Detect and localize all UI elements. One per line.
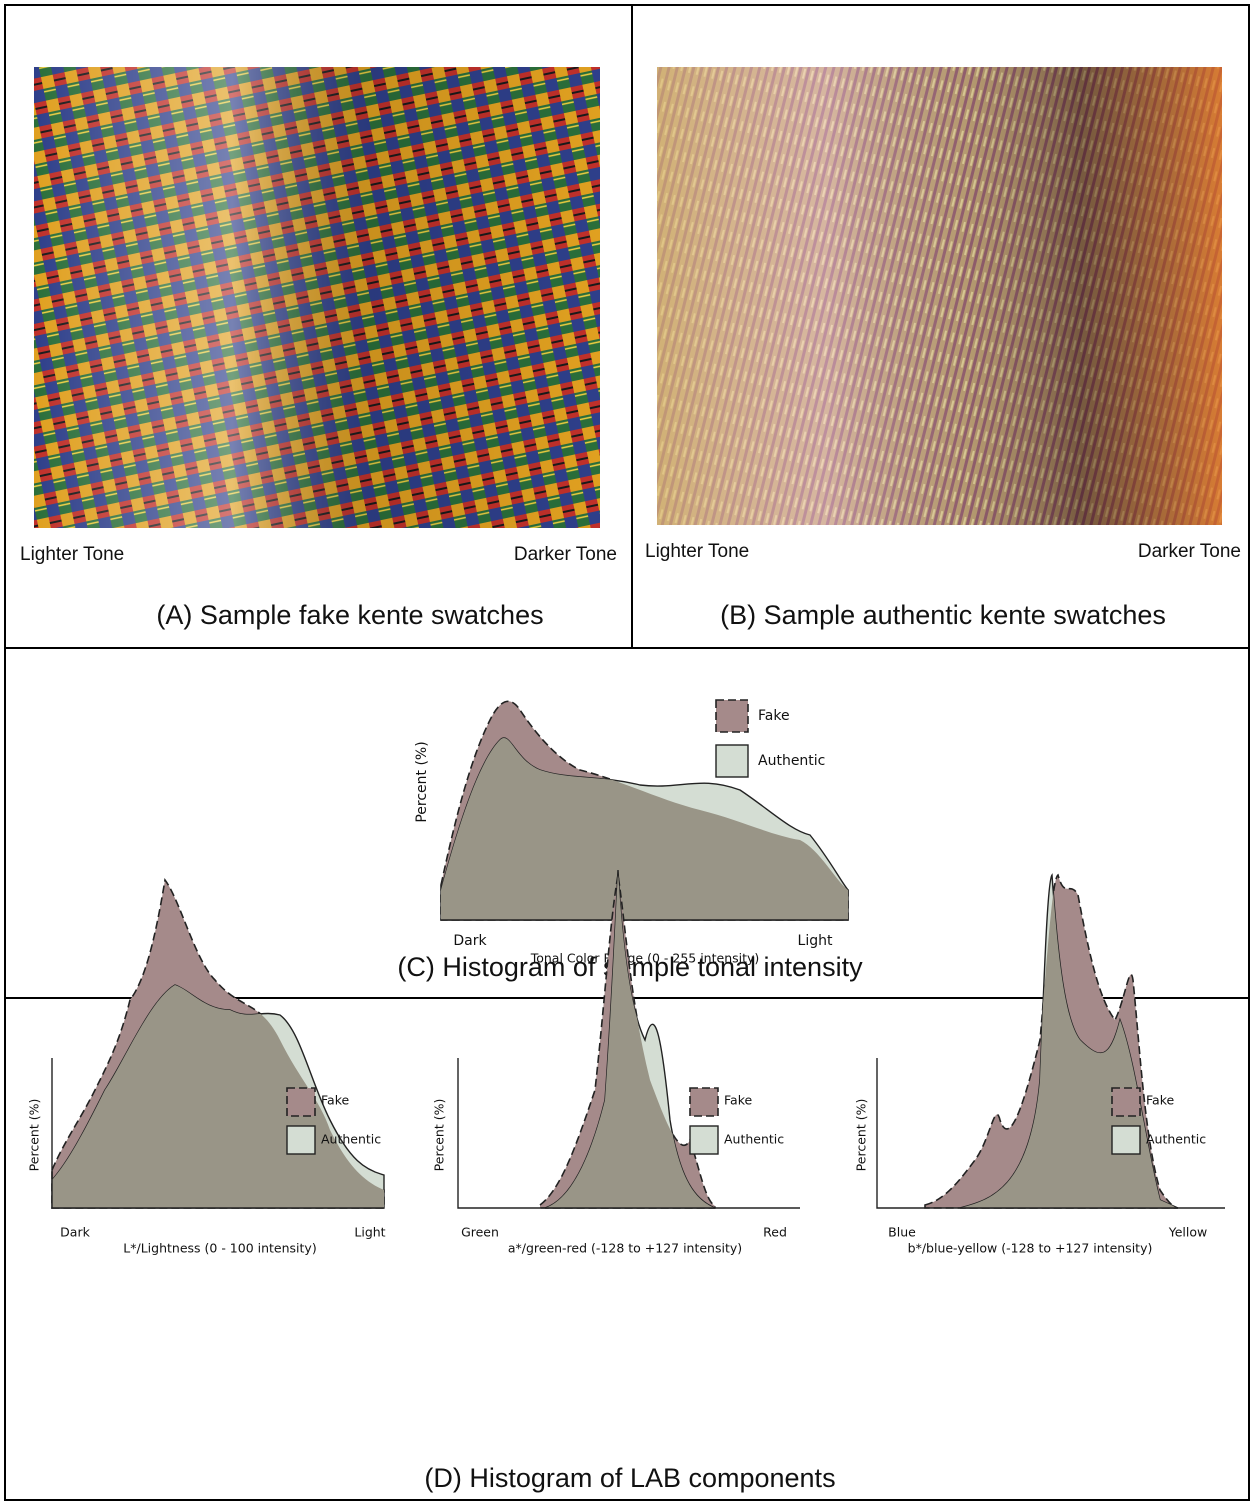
legend-label: Authentic — [321, 1132, 381, 1147]
legend-label: Fake — [758, 708, 790, 724]
legend-swatch — [286, 1125, 316, 1155]
y-label: Percent (%) — [854, 1099, 869, 1172]
legend-swatch — [689, 1125, 719, 1155]
x-label: L*/Lightness (0 - 100 intensity) — [123, 1241, 316, 1256]
histogram: Fake Authentic Percent (%) Dark Light L*… — [27, 878, 386, 1256]
caption: (B) Sample authentic kente swatches — [720, 600, 1166, 630]
axes — [51, 1058, 384, 1209]
x-label: Tonal Color Range (0 - 255 intensity) — [530, 951, 760, 966]
legend-label: Fake — [724, 1093, 752, 1108]
x-end-label: Dark — [453, 933, 487, 949]
tone-label: Darker Tone — [1138, 541, 1241, 562]
legend-swatch — [715, 699, 749, 733]
caption: (D) Histogram of LAB components — [424, 1463, 835, 1493]
x-end-label: Green — [461, 1225, 499, 1240]
histogram: Fake Authentic Percent (%) Green Red a*/… — [432, 869, 800, 1256]
x-end-label: Red — [763, 1225, 787, 1240]
legend-label: Fake — [321, 1093, 349, 1108]
tone-label: Lighter Tone — [645, 541, 749, 562]
legend-swatch — [715, 744, 749, 778]
x-label: a*/green-red (-128 to +127 intensity) — [508, 1241, 742, 1256]
y-label: Percent (%) — [414, 741, 430, 822]
axes — [457, 1058, 800, 1209]
overlap — [960, 875, 1178, 1208]
x-end-label: Blue — [888, 1225, 916, 1240]
legend-label: Authentic — [758, 753, 825, 769]
swatch-shading — [657, 67, 1222, 525]
histogram: Fake Authentic Percent (%) Dark Light To… — [414, 699, 849, 966]
x-end-label: Dark — [60, 1225, 90, 1240]
legend-label: Authentic — [1146, 1132, 1206, 1147]
x-label: b*/blue-yellow (-128 to +127 intensity) — [908, 1241, 1153, 1256]
overlap — [52, 985, 384, 1208]
axes — [876, 1058, 1225, 1209]
legend-swatch — [689, 1087, 719, 1117]
legend-swatch — [1111, 1087, 1141, 1117]
legend-swatch — [1111, 1125, 1141, 1155]
legend-label: Fake — [1146, 1093, 1174, 1108]
caption: (A) Sample fake kente swatches — [156, 600, 543, 630]
swatch-shading — [34, 67, 600, 528]
y-label: Percent (%) — [27, 1099, 42, 1172]
histogram: Fake Authentic Percent (%) Blue Yellow b… — [854, 873, 1225, 1256]
tone-label: Darker Tone — [514, 544, 617, 565]
x-end-label: Yellow — [1168, 1225, 1207, 1240]
y-label: Percent (%) — [432, 1099, 447, 1172]
x-end-label: Light — [798, 933, 833, 949]
frame — [4, 4, 1250, 1501]
legend-swatch — [286, 1087, 316, 1117]
legend-label: Authentic — [724, 1132, 784, 1147]
x-end-label: Light — [354, 1225, 385, 1240]
tone-label: Lighter Tone — [20, 544, 124, 565]
